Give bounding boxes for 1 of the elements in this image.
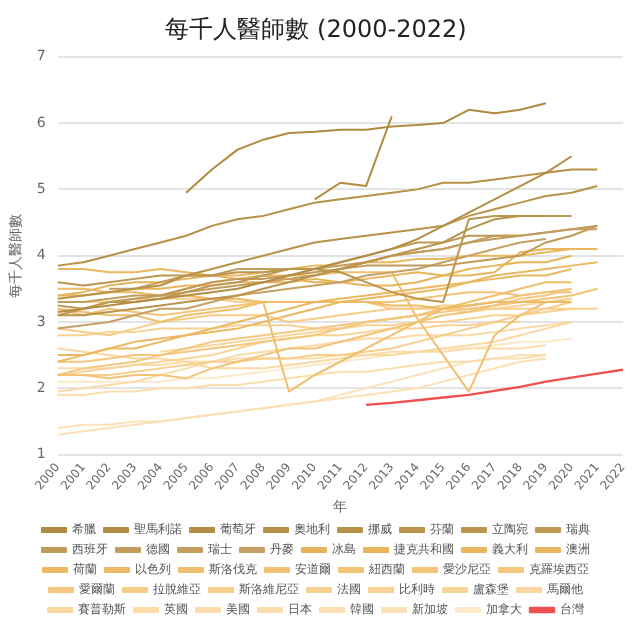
chart-title: 每千人醫師數 (2000-2022) (165, 14, 467, 43)
